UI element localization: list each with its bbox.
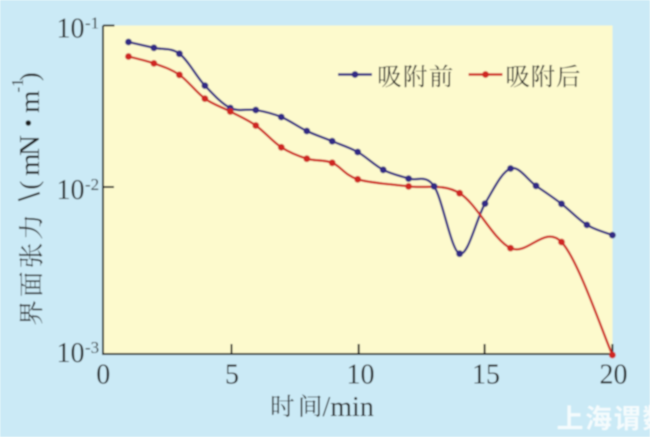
svg-text:N: N — [14, 135, 46, 156]
svg-text:m: m — [14, 90, 46, 113]
svg-text:-2: -2 — [85, 175, 99, 194]
svg-text:15: 15 — [472, 359, 500, 390]
svg-text:/min: /min — [323, 392, 374, 423]
svg-text:-1: -1 — [85, 14, 99, 33]
svg-text:10: 10 — [57, 13, 85, 44]
svg-text:10: 10 — [57, 338, 85, 369]
svg-text:10: 10 — [347, 359, 375, 390]
svg-text:10: 10 — [57, 175, 85, 206]
svg-text:(: ( — [15, 181, 44, 190]
svg-text:20: 20 — [600, 359, 628, 390]
svg-text:-1: -1 — [8, 78, 27, 92]
svg-text:0: 0 — [96, 359, 110, 390]
svg-text:m: m — [14, 153, 46, 176]
svg-text:5: 5 — [225, 359, 239, 390]
svg-text:): ) — [15, 72, 44, 81]
svg-text:-3: -3 — [85, 338, 99, 357]
